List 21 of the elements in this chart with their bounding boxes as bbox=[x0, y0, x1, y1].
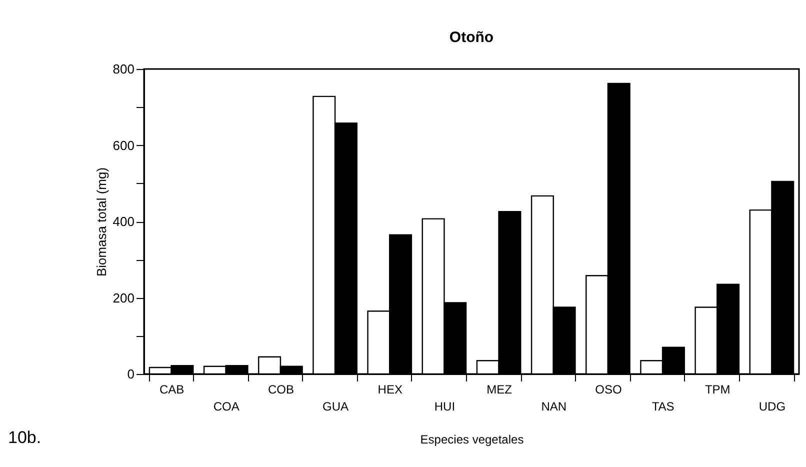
y-axis-title: Biomasa total (mg) bbox=[94, 167, 109, 277]
y-tick-label: 400 bbox=[112, 214, 134, 229]
x-tick-label: OSO bbox=[595, 382, 622, 396]
x-tick-label: UDG bbox=[758, 400, 786, 414]
x-tick-label: TAS bbox=[652, 400, 674, 414]
y-tick-label: 800 bbox=[112, 62, 134, 76]
x-tick-label: CAB bbox=[159, 382, 184, 396]
y-tick-label: 0 bbox=[127, 366, 134, 382]
x-tick-label: GUA bbox=[322, 400, 349, 414]
x-tick-label: TPM bbox=[704, 382, 730, 396]
x-tick-label: NAN bbox=[541, 400, 567, 414]
x-tick-label: HEX bbox=[378, 382, 402, 396]
x-axis-title: Especies vegetales bbox=[420, 432, 524, 446]
chart-title: Otoño bbox=[449, 29, 494, 46]
x-tick-label: COB bbox=[268, 382, 294, 396]
y-tick-label: 600 bbox=[112, 138, 134, 153]
text: 10b. bbox=[8, 428, 42, 448]
x-tick-label: MEZ bbox=[486, 382, 512, 396]
x-tick-label: HUI bbox=[434, 400, 456, 414]
y-tick-label: 200 bbox=[112, 290, 134, 306]
x-tick-label: COA bbox=[213, 400, 240, 414]
